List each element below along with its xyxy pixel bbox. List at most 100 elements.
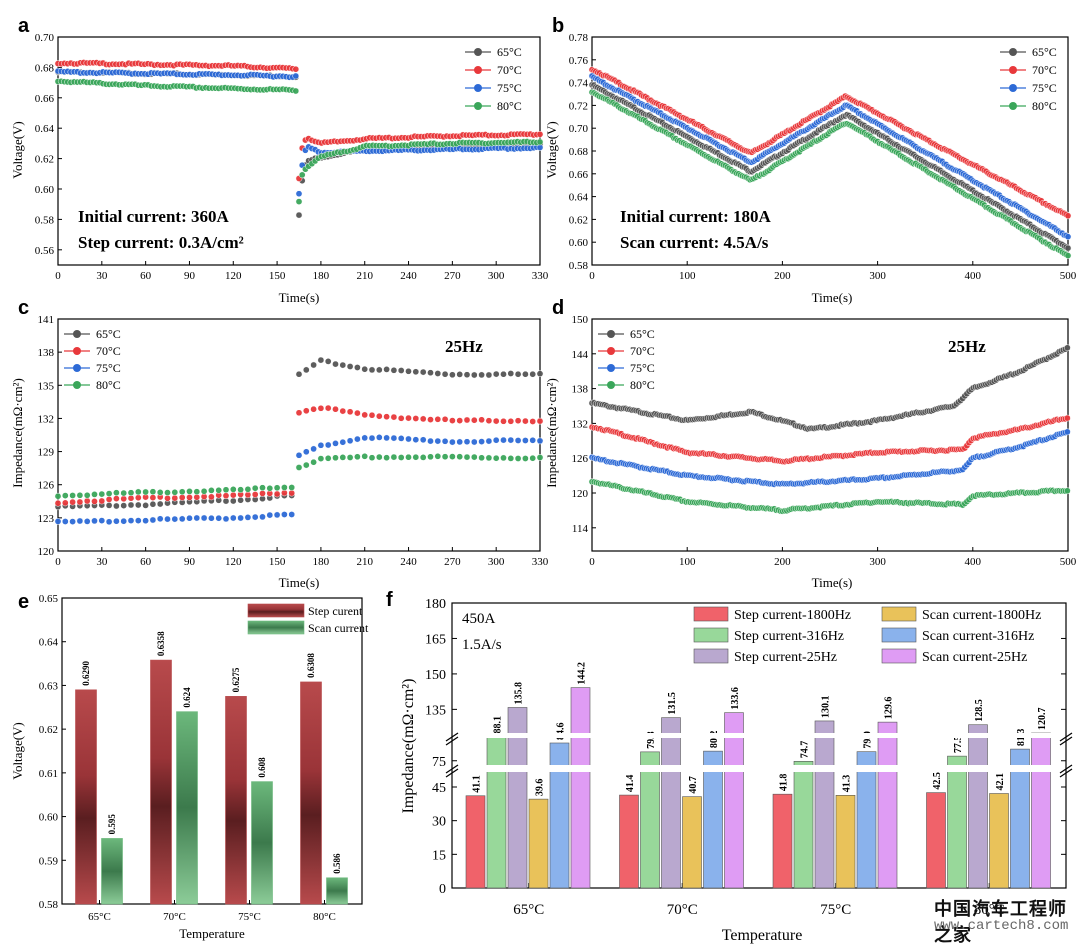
y-tick-label: 135 <box>425 703 446 718</box>
data-point <box>105 490 113 497</box>
y-tick-label: 0.56 <box>35 245 55 257</box>
x-tick-label: 400 <box>965 270 982 282</box>
data-point <box>339 361 347 369</box>
x-tick-label: 100 <box>679 270 696 282</box>
bar-value-label: 135.8 <box>514 682 525 705</box>
data-point <box>470 416 478 424</box>
data-point <box>244 514 252 521</box>
data-point <box>522 437 529 444</box>
data-point <box>149 516 157 524</box>
data-point <box>134 488 142 496</box>
bar <box>75 689 97 905</box>
data-point <box>354 453 361 461</box>
legend-marker <box>474 66 482 74</box>
data-point <box>186 488 193 495</box>
data-point <box>105 518 113 526</box>
data-point <box>237 496 244 504</box>
data-point <box>412 453 420 461</box>
y-tick-label: 0.60 <box>569 237 589 249</box>
bar <box>793 761 814 889</box>
legend-marker <box>1009 66 1017 74</box>
legend-label: Scan current <box>308 621 369 635</box>
data-point <box>164 489 171 496</box>
data-point <box>295 190 303 198</box>
data-point <box>390 453 398 461</box>
y-tick-label: 0.64 <box>39 637 59 649</box>
data-point <box>259 513 266 521</box>
x-tick-label: 210 <box>356 556 373 568</box>
legend-swatch <box>881 648 917 664</box>
data-point <box>164 494 171 502</box>
bar-value-label: 0.595 <box>107 814 117 835</box>
data-point <box>156 489 164 496</box>
x-tick-label: 75°C <box>820 902 851 918</box>
data-point <box>229 491 237 499</box>
legend-label: 75°C <box>96 361 121 375</box>
y-axis-label: Voltage(V) <box>10 722 25 780</box>
annotation: 25Hz <box>445 337 483 356</box>
data-point <box>339 407 347 415</box>
data-point <box>295 211 303 219</box>
data-point <box>266 484 274 492</box>
bar <box>326 877 348 905</box>
data-point <box>529 436 537 444</box>
x-tick-label: 200 <box>774 556 791 568</box>
x-tick-label: 65°C <box>88 911 111 923</box>
plot-frame <box>57 36 541 266</box>
x-tick-label: 75°C <box>238 911 261 923</box>
legend-swatch <box>693 648 729 664</box>
data-point <box>156 500 164 508</box>
watermark-url: www.cartech8.com <box>934 918 1069 934</box>
panel-letter: c <box>18 297 29 319</box>
x-axis-label: Temperature <box>179 926 245 941</box>
legend-swatch <box>881 606 917 622</box>
data-point <box>492 417 500 425</box>
y-tick-label: 135 <box>38 380 55 392</box>
bar <box>835 795 856 889</box>
series-1 <box>54 59 544 182</box>
legend-swatch <box>693 606 729 622</box>
bar <box>724 712 744 889</box>
data-point <box>441 415 449 423</box>
data-point <box>368 434 376 442</box>
data-point <box>449 417 456 424</box>
data-point <box>237 486 244 494</box>
data-point <box>302 366 310 374</box>
data-point <box>441 370 449 378</box>
data-point <box>419 436 427 444</box>
y-tick-label: 0.60 <box>39 812 59 824</box>
legend-label: 65°C <box>630 327 655 341</box>
data-point <box>346 454 354 461</box>
x-tick-label: 180 <box>313 556 330 568</box>
data-point <box>441 437 449 445</box>
bar <box>772 793 793 889</box>
bar-value-label: 41.3 <box>842 775 853 793</box>
data-point <box>492 436 500 444</box>
annotation: 450A <box>462 611 496 627</box>
x-tick-label: 180 <box>313 270 330 282</box>
y-tick-label: 0.64 <box>35 123 55 135</box>
data-point <box>500 417 507 425</box>
y-tick-label: 150 <box>572 314 589 326</box>
x-tick-label: 300 <box>869 270 886 282</box>
data-point <box>142 517 149 525</box>
x-tick-label: 270 <box>444 270 461 282</box>
data-point <box>1064 428 1071 436</box>
data-point <box>324 441 332 449</box>
data-point <box>229 514 237 522</box>
legend-label: 65°C <box>1032 45 1057 59</box>
data-point <box>91 498 98 505</box>
legend-label: 80°C <box>630 378 655 392</box>
data-point <box>142 488 149 496</box>
y-tick-label: 0.61 <box>39 768 58 780</box>
bar-value-label: 130.1 <box>821 695 832 718</box>
data-point <box>470 371 478 379</box>
axis-break-gap <box>453 733 1065 738</box>
data-point <box>478 416 485 424</box>
data-point <box>120 517 128 525</box>
x-tick-label: 300 <box>488 270 505 282</box>
y-axis-label: Voltage(V) <box>10 121 25 179</box>
y-tick-label: 126 <box>572 453 589 465</box>
legend-marker <box>474 102 482 110</box>
